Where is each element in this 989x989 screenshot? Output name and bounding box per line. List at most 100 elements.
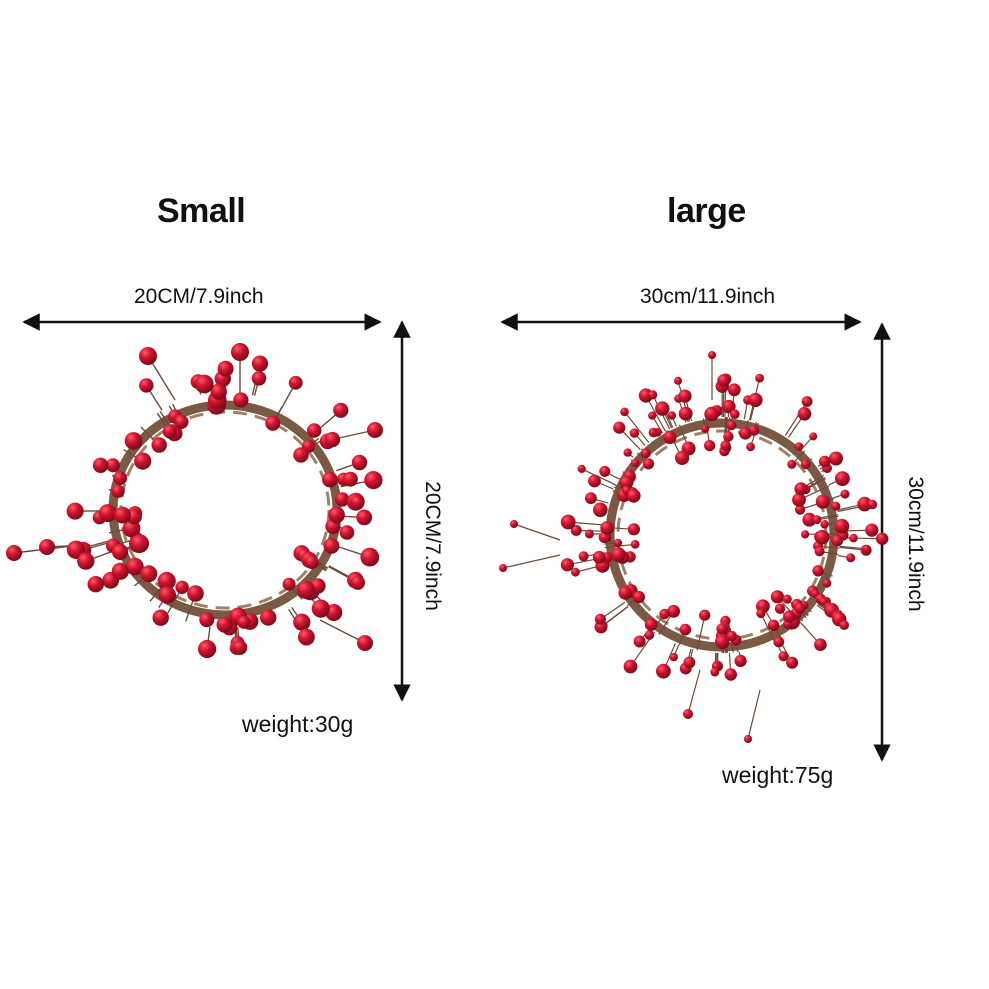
berry: [794, 442, 804, 451]
berry: [802, 512, 817, 527]
berry: [339, 525, 355, 540]
berry: [717, 374, 731, 387]
large-weight-label: weight:75g: [722, 762, 834, 788]
berry: [39, 539, 55, 555]
berry: [815, 494, 831, 509]
berry: [232, 640, 248, 655]
berry: [210, 383, 227, 400]
berry: [716, 623, 728, 635]
berry: [744, 735, 752, 743]
berry: [710, 667, 720, 677]
berry: [350, 495, 365, 510]
berry: [265, 415, 281, 431]
berry: [739, 427, 752, 440]
berry: [748, 392, 763, 408]
small-weight-label: weight:30g: [242, 711, 354, 737]
large-width-label: 30cm/11.9inch: [640, 285, 776, 308]
berry: [499, 564, 507, 572]
berry: [364, 471, 383, 490]
berry: [112, 543, 129, 561]
berry: [644, 630, 655, 640]
berry: [642, 458, 655, 470]
berry: [834, 518, 850, 534]
berry: [699, 609, 711, 621]
berry: [778, 651, 789, 662]
berry: [846, 553, 856, 563]
berry: [297, 580, 315, 599]
berry: [298, 628, 315, 646]
berry: [328, 506, 345, 524]
berry: [770, 590, 785, 604]
berry: [756, 608, 766, 619]
berry: [794, 602, 806, 614]
large-height-label: 30cm/11.9inch: [904, 476, 927, 612]
berry: [701, 424, 710, 433]
berry: [260, 609, 277, 626]
berry: [585, 492, 597, 505]
berry: [782, 594, 792, 604]
berry: [831, 501, 841, 511]
berry: [626, 488, 641, 503]
berry: [126, 557, 144, 576]
berry: [139, 347, 157, 365]
berry: [797, 407, 812, 421]
berry: [876, 532, 889, 545]
berry: [648, 411, 657, 420]
berry: [350, 575, 365, 590]
berry: [613, 538, 623, 548]
berry: [648, 427, 658, 438]
berry: [140, 565, 158, 583]
berry: [106, 458, 120, 473]
berry: [618, 586, 633, 600]
berry: [98, 504, 117, 523]
small-berry-wreath: [6, 343, 383, 659]
berry: [324, 431, 341, 448]
berry: [800, 459, 811, 470]
berry: [814, 529, 830, 545]
berry: [251, 371, 267, 386]
berry: [630, 458, 640, 468]
berry: [113, 471, 128, 486]
berry: [578, 551, 589, 562]
berry: [198, 639, 217, 659]
berry: [659, 608, 670, 620]
berry: [857, 496, 872, 512]
berry: [640, 448, 651, 459]
berry: [623, 448, 632, 457]
berry: [629, 428, 640, 438]
berry: [704, 406, 719, 422]
small-width-label: 20CM/7.9inch: [134, 285, 264, 308]
berry: [620, 407, 629, 417]
berry: [648, 390, 658, 400]
berry: [835, 471, 850, 486]
berry: [233, 392, 249, 408]
berry: [822, 578, 832, 588]
berry: [814, 546, 825, 557]
berry: [560, 558, 575, 572]
berry: [6, 545, 22, 561]
berry: [111, 484, 125, 498]
berry: [571, 567, 580, 577]
berry: [282, 577, 296, 591]
berry: [794, 482, 808, 496]
berry: [623, 659, 638, 674]
berry: [613, 421, 626, 434]
berry: [849, 533, 858, 543]
berry: [92, 457, 109, 473]
berry: [767, 619, 780, 631]
berry: [134, 452, 152, 470]
berry: [293, 613, 311, 631]
berry: [599, 465, 611, 477]
berry: [66, 502, 84, 520]
berry: [715, 634, 730, 650]
berry: [304, 555, 319, 569]
berry: [619, 475, 634, 490]
berry: [174, 414, 189, 429]
berry: [801, 530, 810, 539]
berry: [755, 373, 764, 383]
berry: [723, 431, 734, 442]
berry: [801, 396, 813, 407]
berry: [124, 432, 143, 450]
berry: [630, 539, 640, 549]
